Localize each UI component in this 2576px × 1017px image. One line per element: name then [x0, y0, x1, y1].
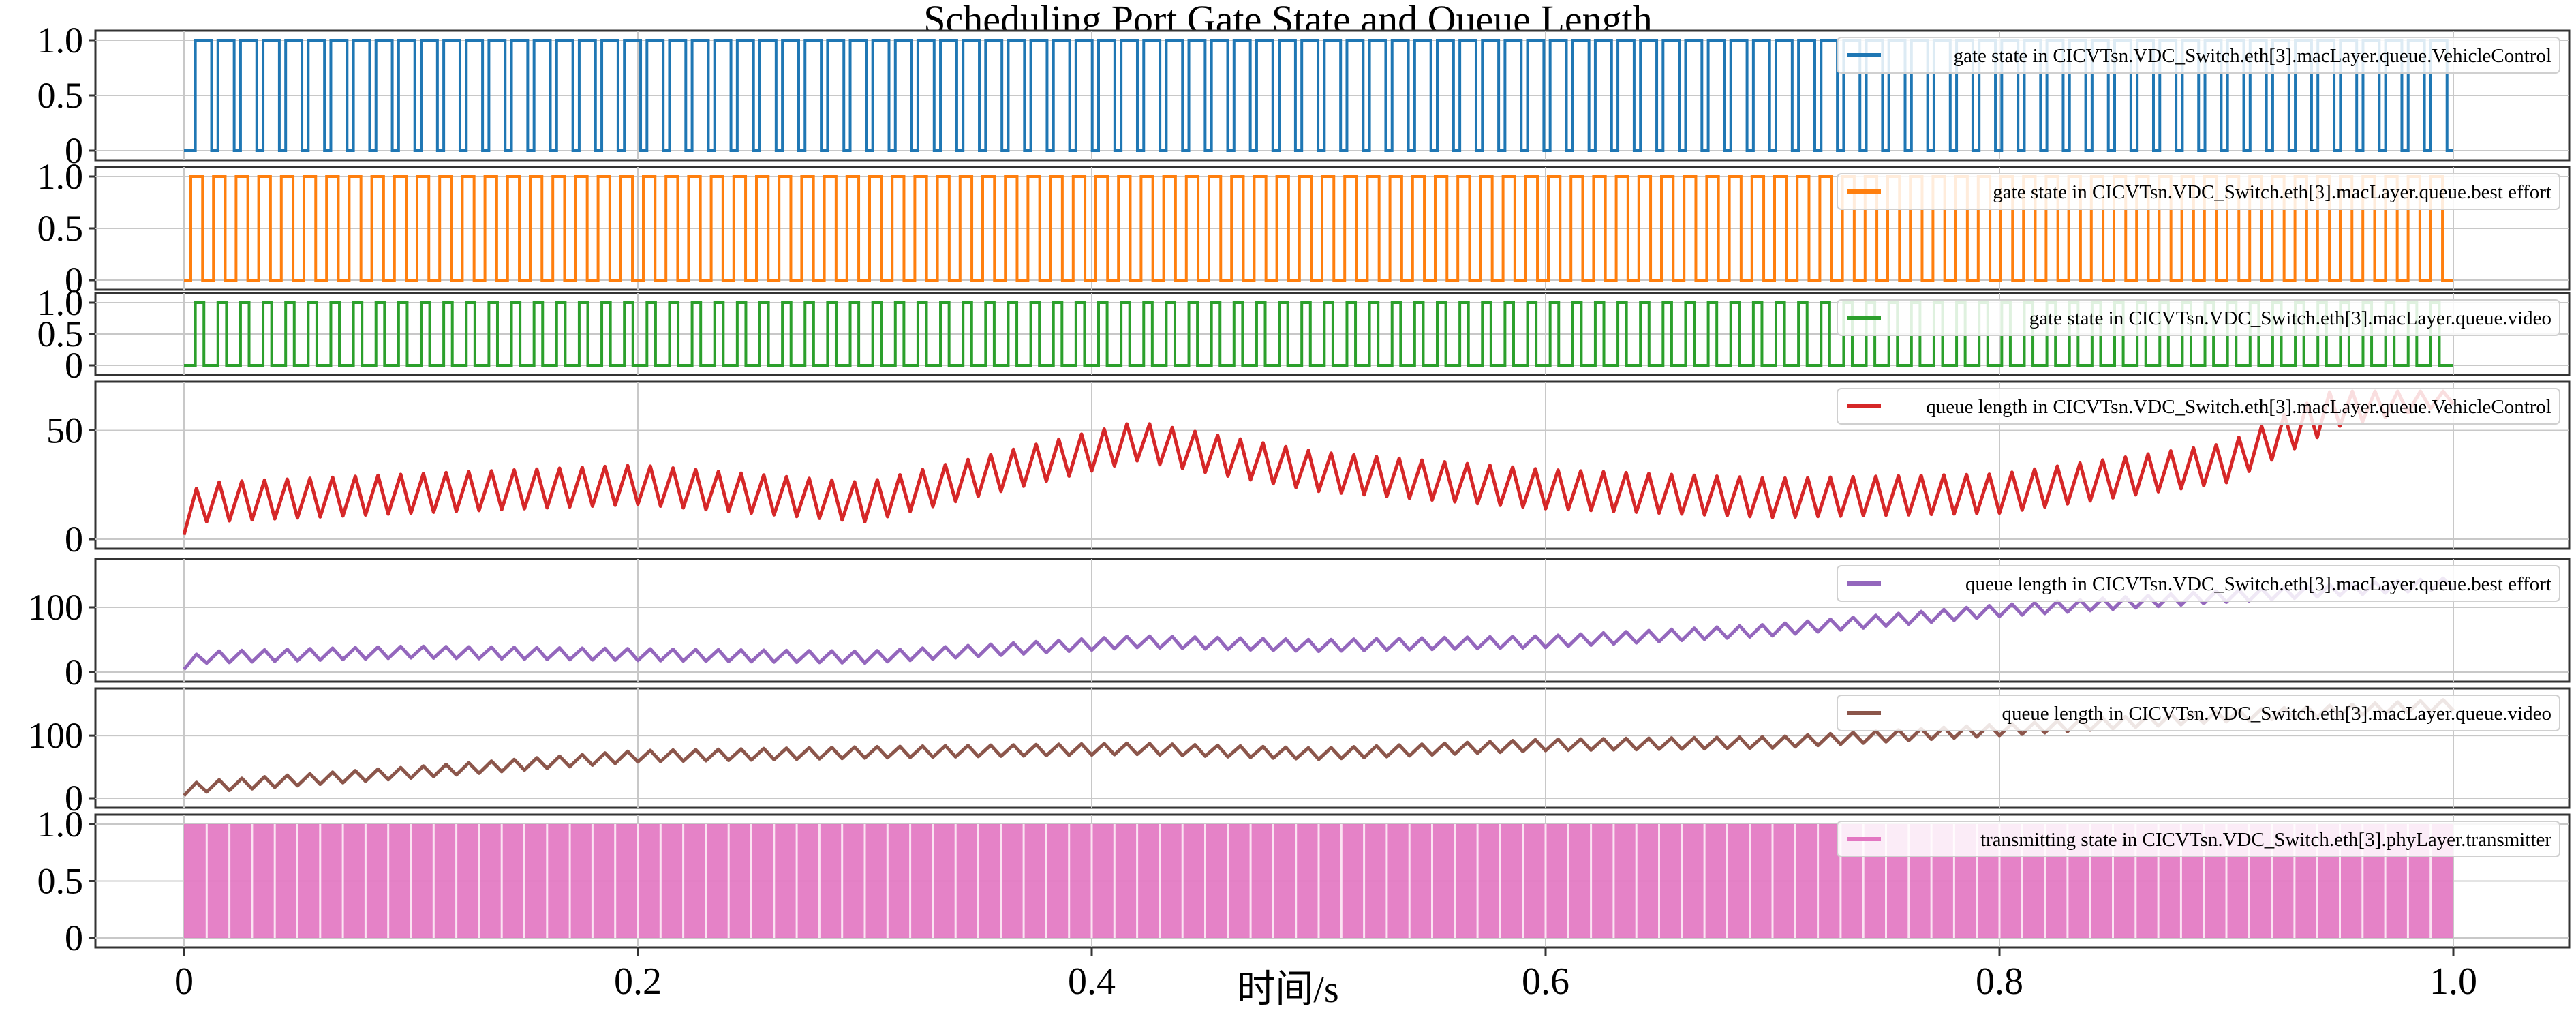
y-tick-label: 1.0	[37, 20, 84, 61]
legend-box	[1837, 299, 2560, 336]
y-tick-label: 50	[46, 410, 83, 451]
x-tick-label: 0	[174, 960, 194, 1003]
x-tick-label: 0.8	[1976, 960, 2023, 1003]
subplot-4: 0 50 queue length in CICVTsn.VDC_Switch.et…	[46, 380, 2571, 560]
legend-label: queue length in CICVTsn.VDC_Switch.eth[3…	[1965, 573, 2551, 595]
legend-label: gate state in CICVTsn.VDC_Switch.eth[3].…	[1954, 45, 2551, 67]
legend-label: transmitting state in CICVTsn.VDC_Switch…	[1980, 829, 2551, 851]
y-tick-label: 100	[28, 587, 83, 628]
series-line	[183, 576, 2455, 671]
x-tick-label: 0.2	[614, 960, 662, 1003]
y-tick-label: 0	[65, 130, 83, 171]
y-tick-label: 0	[65, 652, 83, 693]
legend-label: queue length in CICVTsn.VDC_Switch.eth[3…	[2002, 703, 2551, 725]
subplot-1: 0 0.5 1.0 gate state in CICVTsn.VDC_Switch.…	[37, 20, 2571, 171]
x-tick-label: 0.6	[1522, 960, 1569, 1003]
y-tick-label: 0.5	[37, 75, 84, 116]
series-line	[182, 389, 2455, 536]
subplot-2: 0 0.5 1.0 gate state in CICVTsn.VDC_Switch.…	[37, 156, 2571, 301]
y-tick-label: 0.5	[37, 861, 84, 902]
legend: queue length in CICVTsn.VDC_Switch.eth[3…	[1837, 388, 2560, 425]
subplot-5: 0 100 queue length in CICVTsn.VDC_Switch.e…	[28, 558, 2571, 693]
legend-label: queue length in CICVTsn.VDC_Switch.eth[3…	[1926, 396, 2551, 418]
x-tick-label: 0.4	[1068, 960, 1116, 1003]
legend-box	[1837, 821, 2560, 857]
legend-box	[1837, 565, 2560, 602]
legend: gate state in CICVTsn.VDC_Switch.eth[3].…	[1837, 173, 2560, 210]
y-tick-label: 0.5	[37, 208, 84, 249]
legend: queue length in CICVTsn.VDC_Switch.eth[3…	[1837, 565, 2560, 602]
x-axis-label: 时间/s	[1237, 969, 1338, 1011]
y-tick-label: 1.0	[37, 804, 84, 845]
y-tick-label: 0.5	[37, 314, 84, 354]
x-tick-label: 1.0	[2429, 960, 2477, 1003]
legend: gate state in CICVTsn.VDC_Switch.eth[3].…	[1837, 299, 2560, 336]
legend-box	[1837, 37, 2560, 74]
legend-box	[1837, 388, 2560, 425]
legend-box	[1837, 173, 2560, 210]
legend-box	[1837, 695, 2560, 731]
legend-label: gate state in CICVTsn.VDC_Switch.eth[3].…	[2029, 307, 2551, 329]
y-tick-label: 0	[65, 917, 83, 958]
y-tick-label: 0	[65, 260, 83, 301]
legend-label: gate state in CICVTsn.VDC_Switch.eth[3].…	[1993, 181, 2551, 203]
y-tick-label: 100	[28, 715, 83, 756]
legend: queue length in CICVTsn.VDC_Switch.eth[3…	[1837, 695, 2560, 731]
y-tick-label: 1.0	[37, 282, 84, 323]
y-tick-label: 0	[65, 345, 83, 386]
y-tick-label: 0	[65, 519, 83, 560]
subplot-3: 00.51.0 gate state in CICVTsn.VDC_Switch.…	[37, 282, 2571, 386]
y-tick-label: 1.0	[37, 156, 84, 197]
legend: transmitting state in CICVTsn.VDC_Switch…	[1837, 821, 2560, 857]
subplot-7: 0 0.5 1.0 transmitting state in CICVTsn.VDC…	[37, 804, 2571, 958]
y-tick-label: 0	[65, 778, 83, 819]
legend: gate state in CICVTsn.VDC_Switch.eth[3].…	[1837, 37, 2560, 74]
subplot-6: 0 100 queue length in CICVTsn.VDC_Switch.e…	[28, 687, 2571, 819]
